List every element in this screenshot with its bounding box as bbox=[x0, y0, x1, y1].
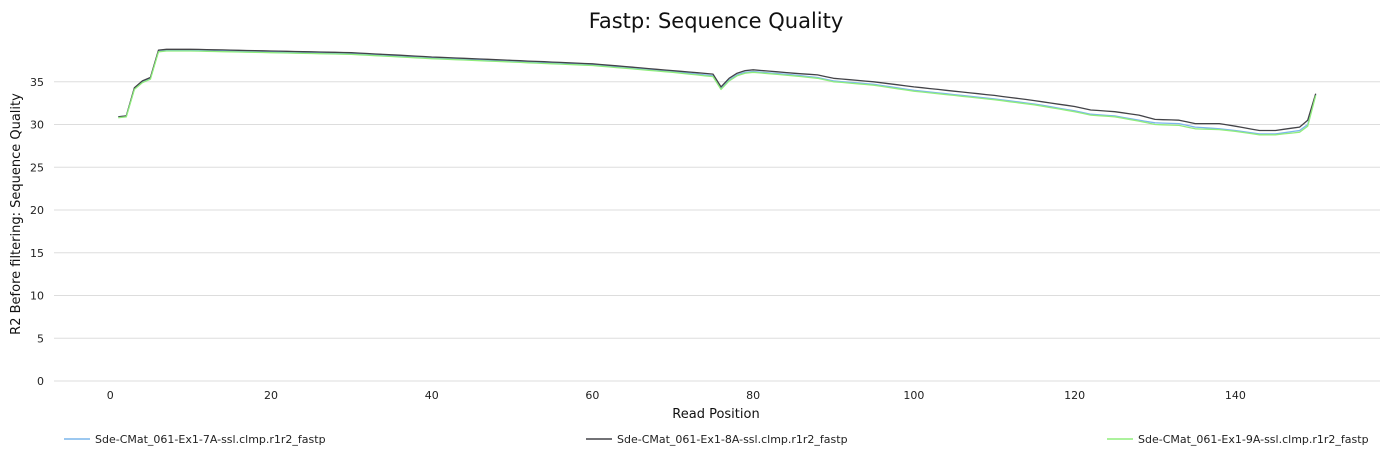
x-axis-ticks: 0 20 40 60 80 100 120 140 bbox=[107, 389, 1246, 402]
x-tick-label: 20 bbox=[264, 389, 278, 402]
x-tick-label: 0 bbox=[107, 389, 114, 402]
legend-label: Sde-CMat_061-Ex1-8A-ssl.clmp.r1r2_fastp bbox=[617, 433, 848, 446]
legend-item-3[interactable]: Sde-CMat_061-Ex1-9A-ssl.clmp.r1r2_fastp bbox=[1107, 433, 1369, 446]
series-line-3 bbox=[118, 50, 1317, 136]
y-tick-label: 25 bbox=[30, 161, 44, 174]
chart-title: Fastp: Sequence Quality bbox=[589, 9, 844, 33]
x-tick-label: 140 bbox=[1225, 389, 1246, 402]
legend-label: Sde-CMat_061-Ex1-9A-ssl.clmp.r1r2_fastp bbox=[1138, 433, 1369, 446]
y-axis-label: R2 Before filtering: Sequence Quality bbox=[9, 93, 24, 335]
y-tick-label: 0 bbox=[37, 375, 44, 388]
y-tick-label: 30 bbox=[30, 119, 44, 132]
y-axis-ticks: 0 5 10 15 20 25 30 35 bbox=[30, 76, 44, 388]
y-tick-label: 35 bbox=[30, 76, 44, 89]
x-tick-label: 120 bbox=[1064, 389, 1085, 402]
legend-item-1[interactable]: Sde-CMat_061-Ex1-7A-ssl.clmp.r1r2_fastp bbox=[64, 433, 326, 446]
x-tick-label: 100 bbox=[903, 389, 924, 402]
x-tick-label: 80 bbox=[746, 389, 760, 402]
y-tick-label: 10 bbox=[30, 290, 44, 303]
legend: Sde-CMat_061-Ex1-7A-ssl.clmp.r1r2_fastp S… bbox=[64, 433, 1369, 446]
series-lines bbox=[118, 48, 1317, 136]
series-line-2 bbox=[118, 48, 1317, 132]
legend-item-2[interactable]: Sde-CMat_061-Ex1-8A-ssl.clmp.r1r2_fastp bbox=[586, 433, 848, 446]
series-line-1 bbox=[118, 49, 1317, 135]
x-tick-label: 60 bbox=[585, 389, 599, 402]
y-tick-label: 15 bbox=[30, 247, 44, 260]
y-tick-label: 5 bbox=[37, 332, 44, 345]
y-tick-label: 20 bbox=[30, 204, 44, 217]
x-tick-label: 40 bbox=[425, 389, 439, 402]
x-axis-label: Read Position bbox=[672, 407, 759, 422]
grid bbox=[54, 81, 1380, 382]
legend-label: Sde-CMat_061-Ex1-7A-ssl.clmp.r1r2_fastp bbox=[95, 433, 326, 446]
